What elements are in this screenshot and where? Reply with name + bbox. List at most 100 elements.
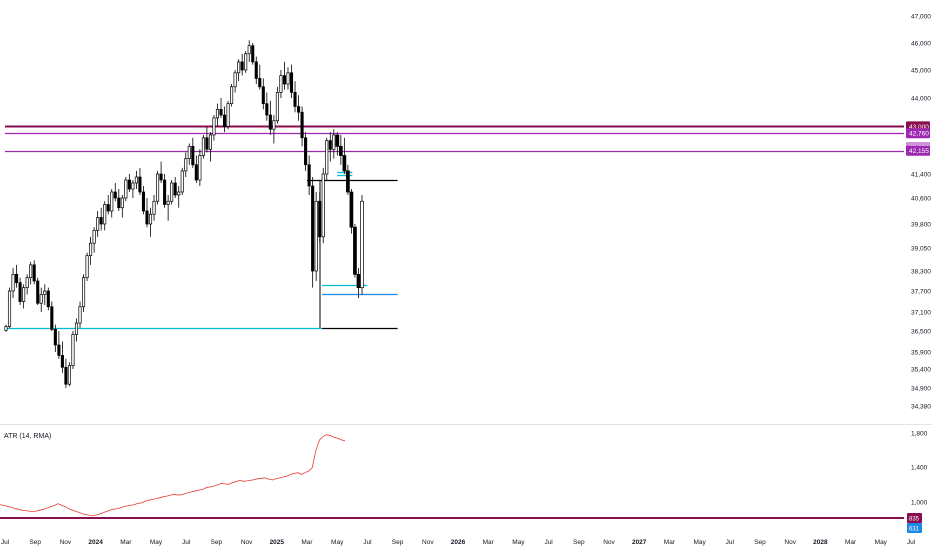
- candle-body: [113, 191, 117, 199]
- candle-body: [325, 140, 329, 175]
- price-tick-label: 40,600: [911, 196, 931, 203]
- candle-body: [96, 217, 100, 231]
- candle-body: [240, 61, 244, 71]
- candle-body: [57, 344, 61, 356]
- candle-body: [173, 182, 177, 196]
- time-tick-label: Sep: [573, 539, 585, 546]
- candle-body: [265, 103, 269, 116]
- time-tick-label: 2028: [813, 539, 828, 546]
- price-label-text: 42,155: [909, 148, 929, 155]
- time-tick-label: Jul: [726, 539, 735, 546]
- price-tick-label: 39,050: [911, 246, 931, 253]
- candle-body: [60, 355, 64, 368]
- price-tick-label: 41,400: [911, 172, 931, 179]
- indicator-title: ATR (14, RMA): [4, 433, 51, 440]
- time-tick-label: May: [693, 539, 706, 546]
- candle-body: [4, 326, 8, 331]
- candle-body: [311, 185, 315, 272]
- candle-body: [222, 114, 227, 127]
- price-tick-label: 36,500: [911, 329, 931, 336]
- candle-body: [184, 158, 188, 172]
- time-tick-label: Jul: [907, 539, 916, 546]
- candle-body: [314, 200, 318, 272]
- candle-body: [152, 200, 156, 215]
- candle-body: [138, 176, 142, 193]
- candle-body: [120, 197, 124, 209]
- candle-body: [289, 72, 294, 93]
- price-tick-label: 37,100: [911, 310, 931, 317]
- candle-body: [131, 182, 135, 190]
- candle-body: [194, 164, 198, 181]
- candle-body: [360, 200, 364, 289]
- candle-body: [272, 120, 276, 130]
- candle-body: [74, 322, 79, 335]
- indicator-tick-label: 1,400: [911, 465, 928, 472]
- price-tick-label: 46,000: [911, 41, 931, 48]
- time-tick-label: Sep: [211, 539, 223, 546]
- candle-body: [261, 86, 265, 105]
- time-tick-label: May: [331, 539, 344, 546]
- price-tick-label: 47,000: [911, 14, 931, 21]
- candle-body: [268, 114, 272, 130]
- time-tick-label: Nov: [60, 539, 72, 546]
- price-tick-label: 35,400: [911, 367, 931, 374]
- candle-body: [53, 329, 57, 346]
- time-tick-label: Nov: [784, 539, 796, 546]
- candle-body: [18, 282, 22, 302]
- price-tick-label: 34,380: [911, 404, 931, 411]
- candle-body: [275, 92, 279, 122]
- candle-body: [191, 145, 195, 166]
- candle-body: [335, 134, 340, 147]
- candle-body: [346, 170, 350, 193]
- time-tick-label: 2027: [632, 539, 647, 546]
- time-tick-label: May: [875, 539, 888, 546]
- price-tick-label: 35,900: [911, 350, 931, 357]
- candle-body: [170, 182, 174, 202]
- indicator-level-badge: [907, 523, 922, 533]
- candle-body: [43, 290, 47, 295]
- time-tick-label: Sep: [392, 539, 404, 546]
- candle-body: [286, 72, 290, 85]
- candle-body: [356, 273, 361, 289]
- time-tick-label: Jul: [1, 539, 10, 546]
- indicator-tick-label: 1,000: [911, 500, 928, 507]
- time-tick-label: May: [512, 539, 525, 546]
- candle-body: [89, 242, 93, 257]
- candle-body: [208, 134, 212, 150]
- candle-body: [64, 366, 68, 385]
- candle-body: [159, 173, 163, 181]
- price-tick-label: 45,000: [911, 68, 931, 75]
- candle-body: [353, 226, 357, 275]
- candle-body: [103, 204, 107, 225]
- candle-body: [254, 61, 258, 79]
- time-tick-label: 2024: [88, 539, 103, 546]
- time-axis: Jul Sep Nov 2024 Mar May Jul Sep Nov 2025 Mar May Ju…: [1, 539, 916, 546]
- candle-body: [279, 75, 283, 93]
- candle-body: [134, 176, 138, 184]
- candle-body: [318, 200, 322, 238]
- candle-body: [201, 137, 205, 156]
- indicator-tick-label: 1,800: [911, 431, 928, 438]
- time-tick-label: Jul: [182, 539, 191, 546]
- time-tick-label: Mar: [664, 539, 676, 546]
- candle-body: [127, 179, 131, 190]
- candle-body: [177, 191, 181, 196]
- price-tick-label: 44,000: [911, 96, 931, 103]
- price-tick-label: 37,700: [911, 289, 931, 296]
- price-axis: 47,000 46,000 45,000 44,000 41,400 40,600 39,8…: [911, 14, 931, 411]
- candle-body: [247, 45, 251, 55]
- candle-body: [110, 191, 114, 212]
- price-tick-label: 39,800: [911, 222, 931, 229]
- candle-body: [293, 92, 297, 107]
- candle-body: [304, 137, 308, 166]
- time-tick-label: Mar: [301, 539, 313, 546]
- price-label-badge: [906, 128, 930, 139]
- candle-body: [282, 75, 287, 85]
- candle-body: [230, 86, 234, 105]
- time-tick-label: 2025: [270, 539, 285, 546]
- price-label-text: 42,760: [909, 131, 929, 138]
- candle-body: [50, 306, 54, 330]
- candle-body: [145, 210, 149, 225]
